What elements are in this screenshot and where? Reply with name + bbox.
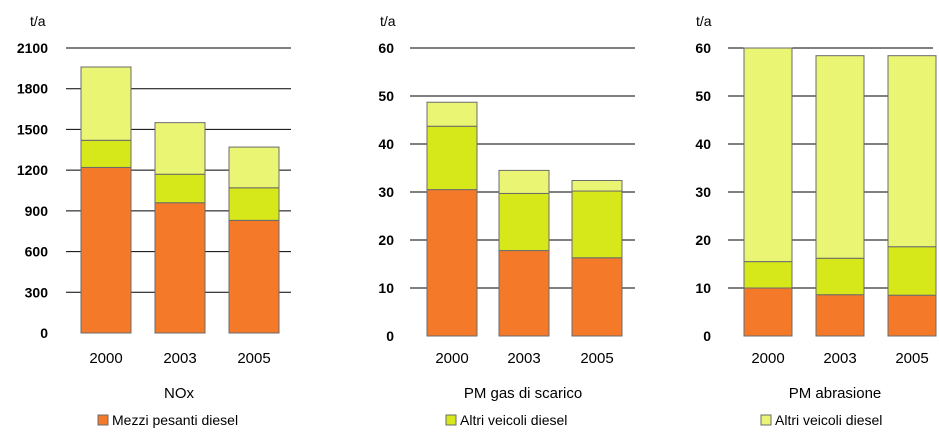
y-tick-label: 10 <box>695 280 711 296</box>
y-tick-label: 40 <box>378 136 394 152</box>
chart-1: t/a 0 300 600 900 1200 1500 1800 2100 2000 2003 200… <box>17 13 291 428</box>
y-tick-label: 50 <box>695 88 711 104</box>
bar-segment-2003-1 <box>815 294 865 337</box>
y-tick-label: 0 <box>386 328 394 344</box>
bar-segment-2000-3 <box>743 47 793 263</box>
legend-swatch <box>97 414 109 426</box>
bar-segment-2005-3 <box>228 146 280 189</box>
y-tick-label: 20 <box>378 232 394 248</box>
bar-segment-2000-1 <box>743 287 793 337</box>
legend-label: Altri veicoli diesel <box>775 412 882 428</box>
chart-3: t/a 0 10 20 30 40 50 60 2000 2003 2005 PM abrasione… <box>695 13 937 428</box>
y-tick-label: 1800 <box>17 81 48 97</box>
legend-swatch <box>760 414 772 426</box>
bar-segment-2000-2 <box>743 261 793 289</box>
chart-2: t/a 0 10 20 30 40 50 60 2000 2003 2005 PM gas di sc… <box>378 13 635 428</box>
bar-segment-2003-2 <box>154 173 206 204</box>
y-tick-label: 40 <box>695 136 711 152</box>
bar-segment-2000-2 <box>80 139 132 168</box>
bar-segment-2005-2 <box>887 246 937 296</box>
x-tick-label: 2005 <box>895 350 928 367</box>
x-tick-label: 2003 <box>163 350 196 367</box>
y-tick-label: 2100 <box>17 40 48 56</box>
y-tick-label: 600 <box>25 244 49 260</box>
bar-segment-2005-3 <box>571 179 623 192</box>
y-tick-label: 60 <box>695 40 711 56</box>
bar-segment-2005-1 <box>228 219 280 334</box>
legend-label: Mezzi pesanti diesel <box>112 412 238 428</box>
bar-segment-2003-2 <box>498 192 550 252</box>
bar-segment-2005-1 <box>887 294 937 337</box>
bar-segment-2003-3 <box>498 169 550 194</box>
chart-title: PM gas di scarico <box>464 385 582 402</box>
y-tick-label: 20 <box>695 232 711 248</box>
bar-segment-2000-1 <box>426 189 478 337</box>
bar-segment-2000-3 <box>426 101 478 127</box>
y-tick-label: 60 <box>378 40 394 56</box>
bar-segment-2005-2 <box>571 190 623 259</box>
bar-segment-2005-2 <box>228 187 280 221</box>
y-tick-label: 0 <box>703 328 711 344</box>
x-tick-label: 2005 <box>237 350 270 367</box>
y-tick-label: 30 <box>378 184 394 200</box>
y-tick-label: 0 <box>40 325 48 341</box>
y-unit-label: t/a <box>30 13 46 29</box>
y-tick-label: 1200 <box>17 162 48 178</box>
y-unit-label: t/a <box>696 13 712 29</box>
bar-segment-2000-1 <box>80 166 132 334</box>
chart-title: NOx <box>164 385 195 402</box>
y-unit-label: t/a <box>380 13 396 29</box>
legend-label: Altri veicoli diesel <box>460 412 567 428</box>
legend-swatch <box>445 414 457 426</box>
x-tick-label: 2000 <box>751 350 784 367</box>
bar-segment-2003-3 <box>815 55 865 259</box>
x-tick-label: 2003 <box>507 350 540 367</box>
bar-segment-2003-1 <box>154 202 206 334</box>
y-tick-label: 30 <box>695 184 711 200</box>
bar-segment-2005-3 <box>887 55 937 248</box>
bar-segment-2003-1 <box>498 250 550 337</box>
bar-segment-2003-2 <box>815 257 865 296</box>
y-tick-label: 10 <box>378 280 394 296</box>
chart-title: PM abrasione <box>789 385 882 402</box>
y-tick-label: 1500 <box>17 121 48 137</box>
bar-segment-2005-1 <box>571 257 623 337</box>
y-tick-label: 900 <box>25 203 49 219</box>
x-tick-label: 2005 <box>580 350 613 367</box>
x-tick-label: 2003 <box>823 350 856 367</box>
y-tick-label: 300 <box>25 284 49 300</box>
x-tick-label: 2000 <box>89 350 122 367</box>
bar-segment-2003-3 <box>154 122 206 175</box>
x-tick-label: 2000 <box>435 350 468 367</box>
bar-segment-2000-3 <box>80 66 132 141</box>
y-tick-label: 50 <box>378 88 394 104</box>
bar-segment-2000-2 <box>426 125 478 191</box>
